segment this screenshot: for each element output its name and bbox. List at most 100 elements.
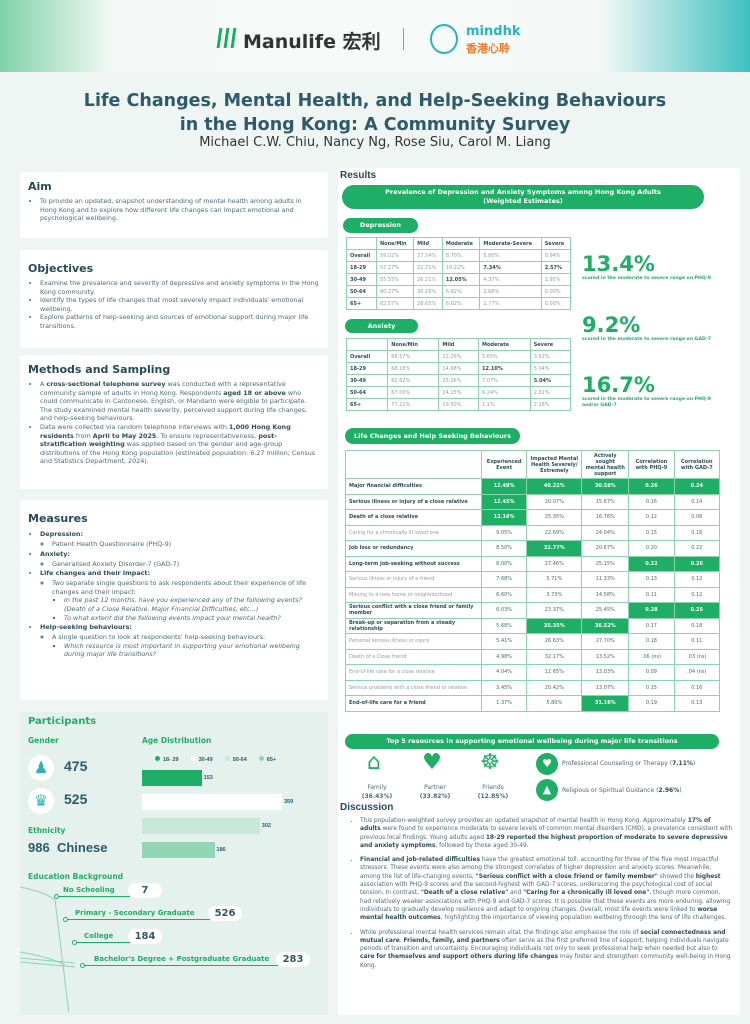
- manulife-logo-icon: [216, 28, 237, 48]
- row-header: 65+: [345, 398, 389, 411]
- table-row: Major financial difficulties 12.48% 40.22%…: [345, 478, 721, 495]
- table-cell: 13.52%: [581, 648, 630, 665]
- table-cell: 0.12: [628, 509, 675, 526]
- female-count: 525: [64, 791, 88, 807]
- table-row: Break-up or separation from a steady rel…: [345, 617, 721, 634]
- resource-pct: (36.43%): [361, 793, 393, 800]
- table-cell: 0.20: [628, 540, 675, 557]
- table-cell: 25.45%: [581, 602, 630, 619]
- table-cell: 0.12: [673, 586, 721, 603]
- male-avatar-icon: ♟: [28, 755, 54, 781]
- text: may foster and strengthen community well…: [360, 954, 731, 969]
- discussion-heading: Discussion: [340, 802, 394, 813]
- table-cell: 5.71%: [526, 571, 583, 588]
- table-cell: 5.80%: [526, 695, 583, 712]
- aim-heading: Aim: [28, 180, 52, 193]
- age-bar: [142, 794, 282, 810]
- column-header: Mild: [438, 338, 480, 351]
- measure-depression-tool: Patient Health Questionnaire (PHQ-9): [52, 540, 320, 549]
- table-cell: 0.09: [628, 664, 675, 681]
- heart-icon: ♥: [422, 750, 442, 775]
- methods-list: A cross-sectional telephone survey was c…: [28, 380, 320, 466]
- measure-anxiety: Anxiety:: [40, 549, 70, 558]
- table-cell: 77.21%: [387, 398, 440, 411]
- table-cell: .06 (ns): [628, 648, 675, 665]
- table-cell: 24.04%: [581, 524, 630, 541]
- row-header: 65+: [346, 297, 377, 310]
- table-cell: 25.15%: [581, 555, 630, 572]
- table-cell: 5.41%: [480, 633, 528, 650]
- resource-pct: 2.96%: [658, 787, 680, 794]
- education-label: Education Background: [28, 872, 124, 881]
- manulife-logo: Manulife 宏利: [243, 31, 381, 53]
- table-cell: 7.68%: [480, 571, 528, 588]
- discussion-item: This population-weighted survey provides…: [360, 817, 733, 850]
- table-cell: 23.37%: [526, 602, 583, 619]
- text: and: [508, 890, 524, 897]
- text: .: [399, 937, 404, 944]
- table-cell: 10.22%: [441, 261, 481, 274]
- table-cell: 12.48%: [480, 478, 528, 495]
- row-header: 50-64: [345, 386, 389, 399]
- table-cell: 12.10%: [478, 362, 531, 375]
- resources-banner: Top 5 resources in supporting emotional …: [345, 734, 719, 749]
- mindhk-brain-icon: [430, 24, 458, 54]
- education-line: [74, 942, 130, 943]
- table-cell: .03 (ns): [673, 648, 721, 665]
- resource-name: Professional Counseling or Therapy (: [562, 760, 673, 767]
- participants-heading: Participants: [28, 716, 97, 727]
- event-label: Caring for a chronically ill loved one: [345, 524, 482, 541]
- table-cell: .04 (ns): [673, 664, 721, 681]
- stat-gad7: 9.2% scored in the moderate to severe ran…: [582, 313, 712, 343]
- table-cell: 14.58%: [581, 586, 630, 603]
- table-row: Serious problems with a close friend or …: [345, 679, 721, 696]
- table-row: 50-64 60.27% 30.16% 6.92% 2.66% 0.00%: [346, 285, 572, 298]
- age-bar-value: 302: [261, 823, 271, 829]
- education-dot-icon: [54, 894, 59, 899]
- event-label: Break-up or separation from a steady rel…: [345, 617, 482, 634]
- table-header-row: Experienced Event Impacted Mental Health …: [345, 450, 721, 479]
- table-row: Serious illness or injury of a close rel…: [345, 493, 721, 510]
- legend-item: 18- 29: [155, 756, 179, 763]
- table-cell: 4.04%: [480, 664, 528, 681]
- table-cell: 11.33%: [581, 571, 630, 588]
- text: A: [40, 380, 47, 388]
- education-dot-icon: [63, 917, 68, 922]
- results-heading: Results: [340, 170, 377, 181]
- discussion-item: While professional mental health service…: [360, 929, 733, 970]
- life-changes-label: Life Changes and Help Seeking Behaviours: [345, 428, 520, 444]
- table-row: Serious conflict with a close friend or …: [345, 602, 721, 619]
- column-header: [345, 450, 482, 479]
- table-cell: 19.50%: [438, 398, 480, 411]
- measure-life-changes: Life changes and their impact:: [40, 569, 151, 578]
- table-cell: 0.18: [673, 617, 721, 634]
- table-cell: 25.35%: [526, 509, 583, 526]
- table-cell: 1.95%: [540, 273, 572, 286]
- resource-pct: (33.82%): [419, 793, 451, 800]
- age-bar-value: 153: [203, 775, 213, 781]
- table-cell: 30.58%: [581, 478, 630, 495]
- resource-pct: 7.11%: [672, 760, 693, 767]
- resource-religious: Religious or Spiritual Guidance (2.96%): [562, 787, 682, 794]
- table-cell: 62.57%: [375, 297, 415, 310]
- ethnicity-value: 986 Chinese: [28, 840, 108, 855]
- legend-dot-icon: [190, 756, 196, 761]
- resource-paren: ): [692, 760, 696, 767]
- event-label: End-of-life care for a friend: [345, 695, 482, 712]
- event-label: End-of-life care for a close relative: [345, 664, 482, 681]
- column-header: Correlation with PHQ-9: [628, 450, 675, 479]
- table-row: 18-29 57.27% 22.71% 10.22% 7.34% 2.57%: [346, 261, 572, 274]
- education-line: [65, 919, 210, 920]
- table-cell: 36.52%: [581, 617, 630, 634]
- depression-label: Depression: [343, 218, 418, 233]
- age-bar-row: 186: [142, 842, 293, 858]
- age-bar: [142, 770, 202, 786]
- table-cell: 6.92%: [441, 285, 481, 298]
- discussion-list: This population-weighted survey provides…: [348, 817, 733, 976]
- age-chart: 153 359 302 186: [142, 770, 293, 866]
- table-cell: 67.00%: [387, 386, 440, 399]
- table-cell: 0.13: [673, 695, 721, 712]
- bold-text: 17% of adults: [360, 818, 711, 833]
- banner-line-2: (Weighted Estimates): [483, 197, 563, 205]
- open-book-icon: [20, 886, 76, 1012]
